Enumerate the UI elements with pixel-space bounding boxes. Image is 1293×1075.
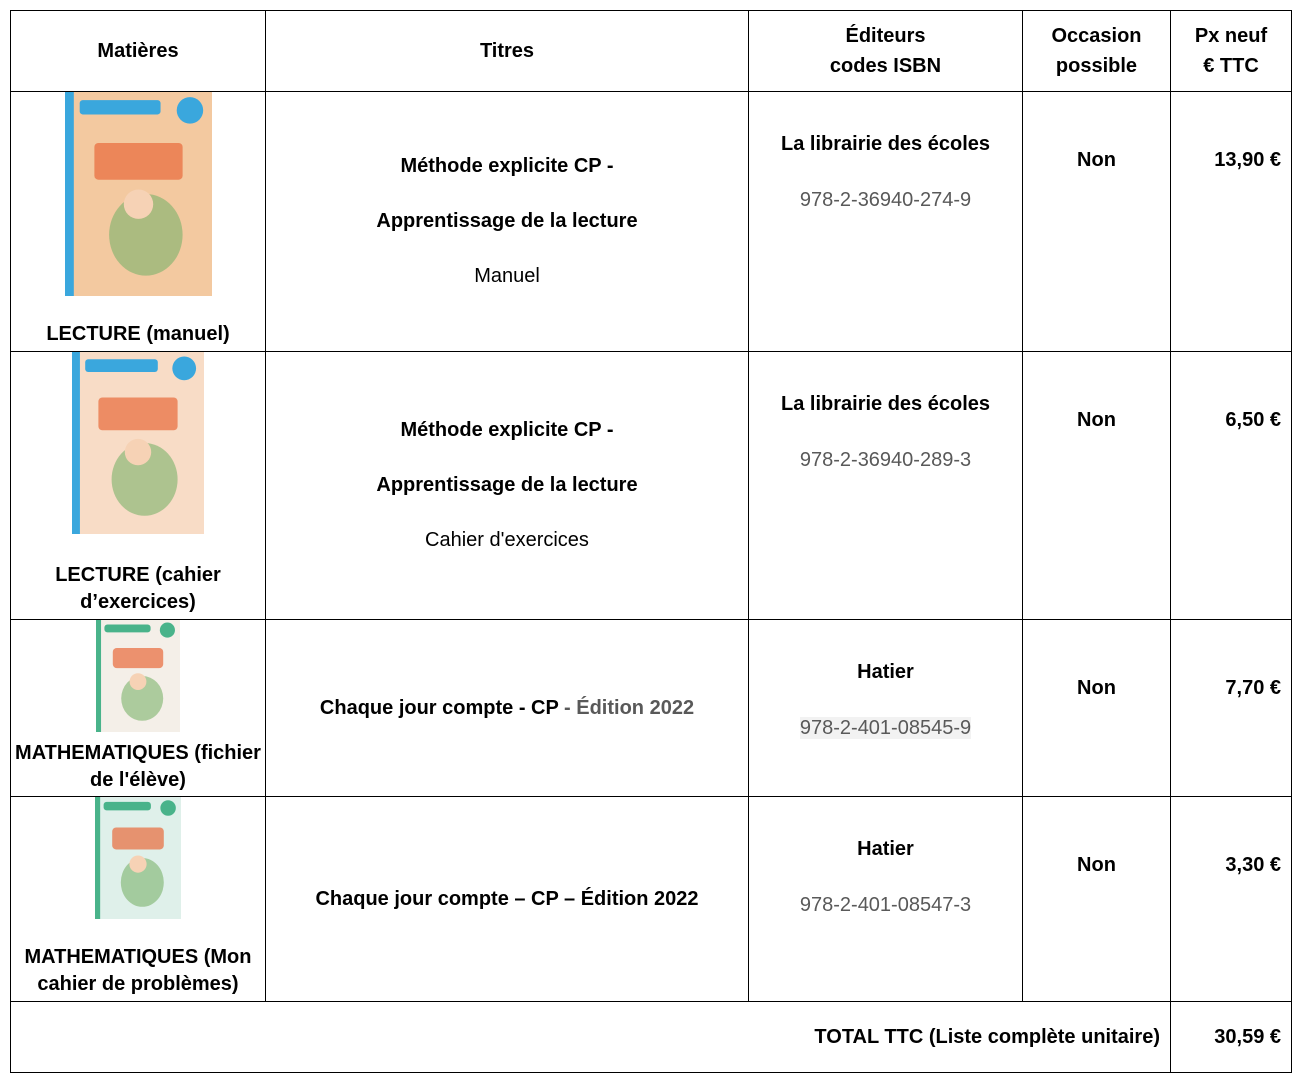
book-cover <box>72 352 204 542</box>
title-subtitle: Manuel <box>474 265 540 287</box>
publisher-cell: Hatier 978-2-401-08545-9 <box>748 619 1023 797</box>
title-line: Chaque jour compte - CP - Édition 2022 <box>266 697 748 720</box>
header-text: codes ISBN <box>829 55 942 77</box>
header-text: possible <box>1055 55 1138 77</box>
edition-text: - Édition 2022 <box>564 696 695 719</box>
header-text: Titres <box>479 40 535 62</box>
publisher-cell: Hatier 978-2-401-08547-3 <box>748 796 1023 1002</box>
isbn-code: 978-2-401-08545-9 <box>799 717 972 739</box>
header-text: Matières <box>97 40 179 62</box>
header-text: Px neuf <box>1194 25 1268 47</box>
subject-wrap: MATHEMATIQUES (fichier de l'élève) <box>11 620 265 793</box>
isbn-code: 978-2-36940-274-9 <box>799 189 972 211</box>
price-cell: 3,30 € <box>1170 796 1292 1002</box>
price-cell: 7,70 € <box>1170 619 1292 797</box>
title-line: Chaque jour compte – CP – Édition 2022 <box>266 888 748 911</box>
title-text: Chaque jour compte – CP – <box>315 887 576 910</box>
publisher-cell: La librairie des écoles 978-2-36940-289-3 <box>748 351 1023 620</box>
book-cover <box>95 797 181 927</box>
book-row: MATHEMATIQUES (fichier de l'élève) Chaque… <box>10 619 1292 797</box>
isbn-line: 978-2-401-08547-3 <box>749 877 1022 933</box>
subject-label: LECTURE (cahier d’exercices) <box>55 564 221 613</box>
title-cell: Méthode explicite CP - Apprentissage de l… <box>265 91 749 352</box>
book-row: LECTURE (cahier d’exercices) Méthode expl… <box>10 351 1292 620</box>
book-cover <box>96 620 180 740</box>
price-cell: 6,50 € <box>1170 351 1292 620</box>
edition-text: Édition 2022 <box>580 887 699 910</box>
subject-wrap: LECTURE (manuel) <box>11 92 265 348</box>
price-cell: 13,90 € <box>1170 91 1292 352</box>
publisher-name: La librairie des écoles <box>781 393 990 415</box>
title-cell: Chaque jour compte - CP - Édition 2022 <box>265 619 749 797</box>
title-subtitle: Cahier d'exercices <box>425 529 589 551</box>
header-text: € TTC <box>1203 55 1259 77</box>
header-cell: Px neuf € TTC <box>1170 10 1292 92</box>
cover-image <box>64 92 212 296</box>
book-list-table: Matières Titres Éditeurs codes ISBN Occasion… <box>10 10 1292 1073</box>
used-cell: Non <box>1022 796 1171 1002</box>
cover-image <box>72 352 204 534</box>
header-text: Occasion <box>1051 25 1142 47</box>
header-cell: Matières <box>10 10 266 92</box>
subject-cell: MATHEMATIQUES (Mon cahier de problèmes) <box>10 796 266 1002</box>
subject-cell: LECTURE (cahier d’exercices) <box>10 351 266 620</box>
title-text: Méthode explicite CP - <box>400 155 614 177</box>
subject-label: LECTURE (manuel) <box>46 323 230 345</box>
used-cell: Non <box>1022 351 1171 620</box>
cover-image <box>96 620 180 732</box>
header-cell: Occasion possible <box>1022 10 1171 92</box>
total-row: TOTAL TTC (Liste complète unitaire) 30,59… <box>10 1001 1292 1073</box>
title-text: Apprentissage de la lecture <box>376 210 638 232</box>
publisher-cell: La librairie des écoles 978-2-36940-274-9 <box>748 91 1023 352</box>
title-cell: Chaque jour compte – CP – Édition 2022 <box>265 796 749 1002</box>
book-row: LECTURE (manuel) Méthode explicite CP - Ap… <box>10 91 1292 352</box>
total-value: 30,59 € <box>1170 1001 1292 1073</box>
header-cell: Éditeurs codes ISBN <box>748 10 1023 92</box>
isbn-code: 978-2-36940-289-3 <box>799 449 972 471</box>
header-cell: Titres <box>265 10 749 92</box>
isbn-line: 978-2-401-08545-9 <box>749 700 1022 756</box>
book-row: MATHEMATIQUES (Mon cahier de problèmes) C… <box>10 796 1292 1002</box>
subject-label: MATHEMATIQUES (Mon cahier de problèmes) <box>24 946 252 995</box>
header-text: Éditeurs <box>845 25 926 47</box>
cover-image <box>95 797 181 919</box>
title-text: Apprentissage de la lecture <box>376 474 638 496</box>
isbn-code: 978-2-401-08547-3 <box>799 894 972 916</box>
subject-cell: LECTURE (manuel) <box>10 91 266 352</box>
header-row: Matières Titres Éditeurs codes ISBN Occasion… <box>10 10 1292 92</box>
isbn-line: 978-2-36940-274-9 <box>749 172 1022 228</box>
total-label: TOTAL TTC (Liste complète unitaire) <box>10 1001 1171 1073</box>
subject-label: MATHEMATIQUES (fichier de l'élève) <box>15 742 261 791</box>
publisher-name: Hatier <box>857 661 914 683</box>
subject-wrap: LECTURE (cahier d’exercices) <box>11 352 265 616</box>
title-text: Chaque jour compte - CP <box>319 696 559 719</box>
book-cover <box>64 92 212 304</box>
subject-wrap: MATHEMATIQUES (Mon cahier de problèmes) <box>11 797 265 998</box>
title-cell: Méthode explicite CP - Apprentissage de l… <box>265 351 749 620</box>
isbn-line: 978-2-36940-289-3 <box>749 432 1022 488</box>
subject-cell: MATHEMATIQUES (fichier de l'élève) <box>10 619 266 797</box>
title-text: Méthode explicite CP - <box>400 419 614 441</box>
used-cell: Non <box>1022 619 1171 797</box>
publisher-name: La librairie des écoles <box>781 133 990 155</box>
used-cell: Non <box>1022 91 1171 352</box>
publisher-name: Hatier <box>857 838 914 860</box>
